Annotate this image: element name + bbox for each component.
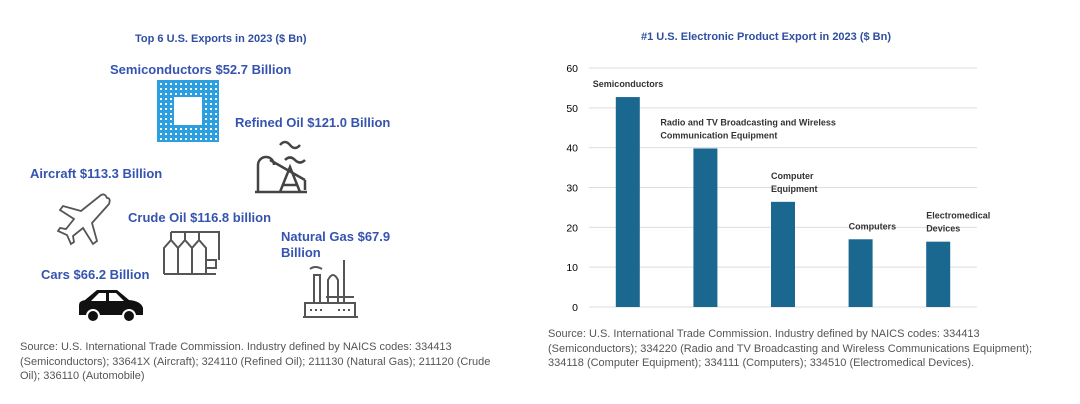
- bar-chart: 0 10 20 30 40 50 60 Semiconductors Radio and TV …: [566, 63, 990, 314]
- label-refined-oil: Refined Oil $121.0 Billion: [235, 115, 391, 130]
- y-tick-label: 10: [566, 262, 578, 274]
- left-title: Top 6 U.S. Exports in 2023 ($ Bn): [135, 33, 307, 45]
- bar-category-label: Radio and TV Broadcasting and Wireless: [660, 117, 835, 127]
- label-semiconductors: Semiconductors $52.7 Billion: [110, 62, 292, 77]
- y-tick-label: 20: [566, 222, 578, 234]
- chart-source-note: Source: U.S. International Trade Commiss…: [548, 328, 1033, 369]
- y-tick-label: 40: [566, 143, 578, 155]
- bar: [693, 148, 718, 307]
- bar: [615, 97, 640, 307]
- bar-category-label: Equipment: [771, 184, 818, 194]
- bar-category-label: Electromedical: [926, 211, 990, 221]
- y-tick-label: 50: [566, 103, 578, 115]
- oil-pump-icon: [250, 135, 310, 200]
- chip-icon: [157, 80, 219, 147]
- bar-category-label: Devices: [926, 224, 960, 234]
- label-natural-gas: Natural Gas $67.9 Billion: [281, 229, 391, 260]
- label-cars: Cars $66.2 Billion: [41, 267, 150, 282]
- bar: [848, 239, 873, 307]
- label-aircraft: Aircraft $113.3 Billion: [30, 166, 163, 181]
- car-icon: [77, 287, 145, 328]
- y-tick-label: 30: [566, 183, 578, 195]
- airplane-icon: [56, 193, 112, 253]
- bar-category-label: Computers: [849, 221, 897, 231]
- chart-title: #1 U.S. Electronic Product Export in 202…: [641, 31, 892, 43]
- gas-refinery-icon: [300, 255, 360, 325]
- bar: [771, 201, 795, 307]
- y-tick-label: 60: [566, 63, 578, 75]
- oil-tanks-icon: [162, 230, 222, 280]
- y-tick-label: 0: [572, 302, 578, 314]
- label-crude-oil: Crude Oil $116.8 billion: [128, 210, 272, 225]
- bar-category-label: Communication Equipment: [660, 130, 777, 140]
- bar-category-label: Semiconductors: [593, 79, 664, 89]
- left-source-note: Source: U.S. International Trade Commiss…: [20, 341, 491, 382]
- bar: [926, 241, 951, 307]
- bar-category-label: Computer: [771, 171, 814, 181]
